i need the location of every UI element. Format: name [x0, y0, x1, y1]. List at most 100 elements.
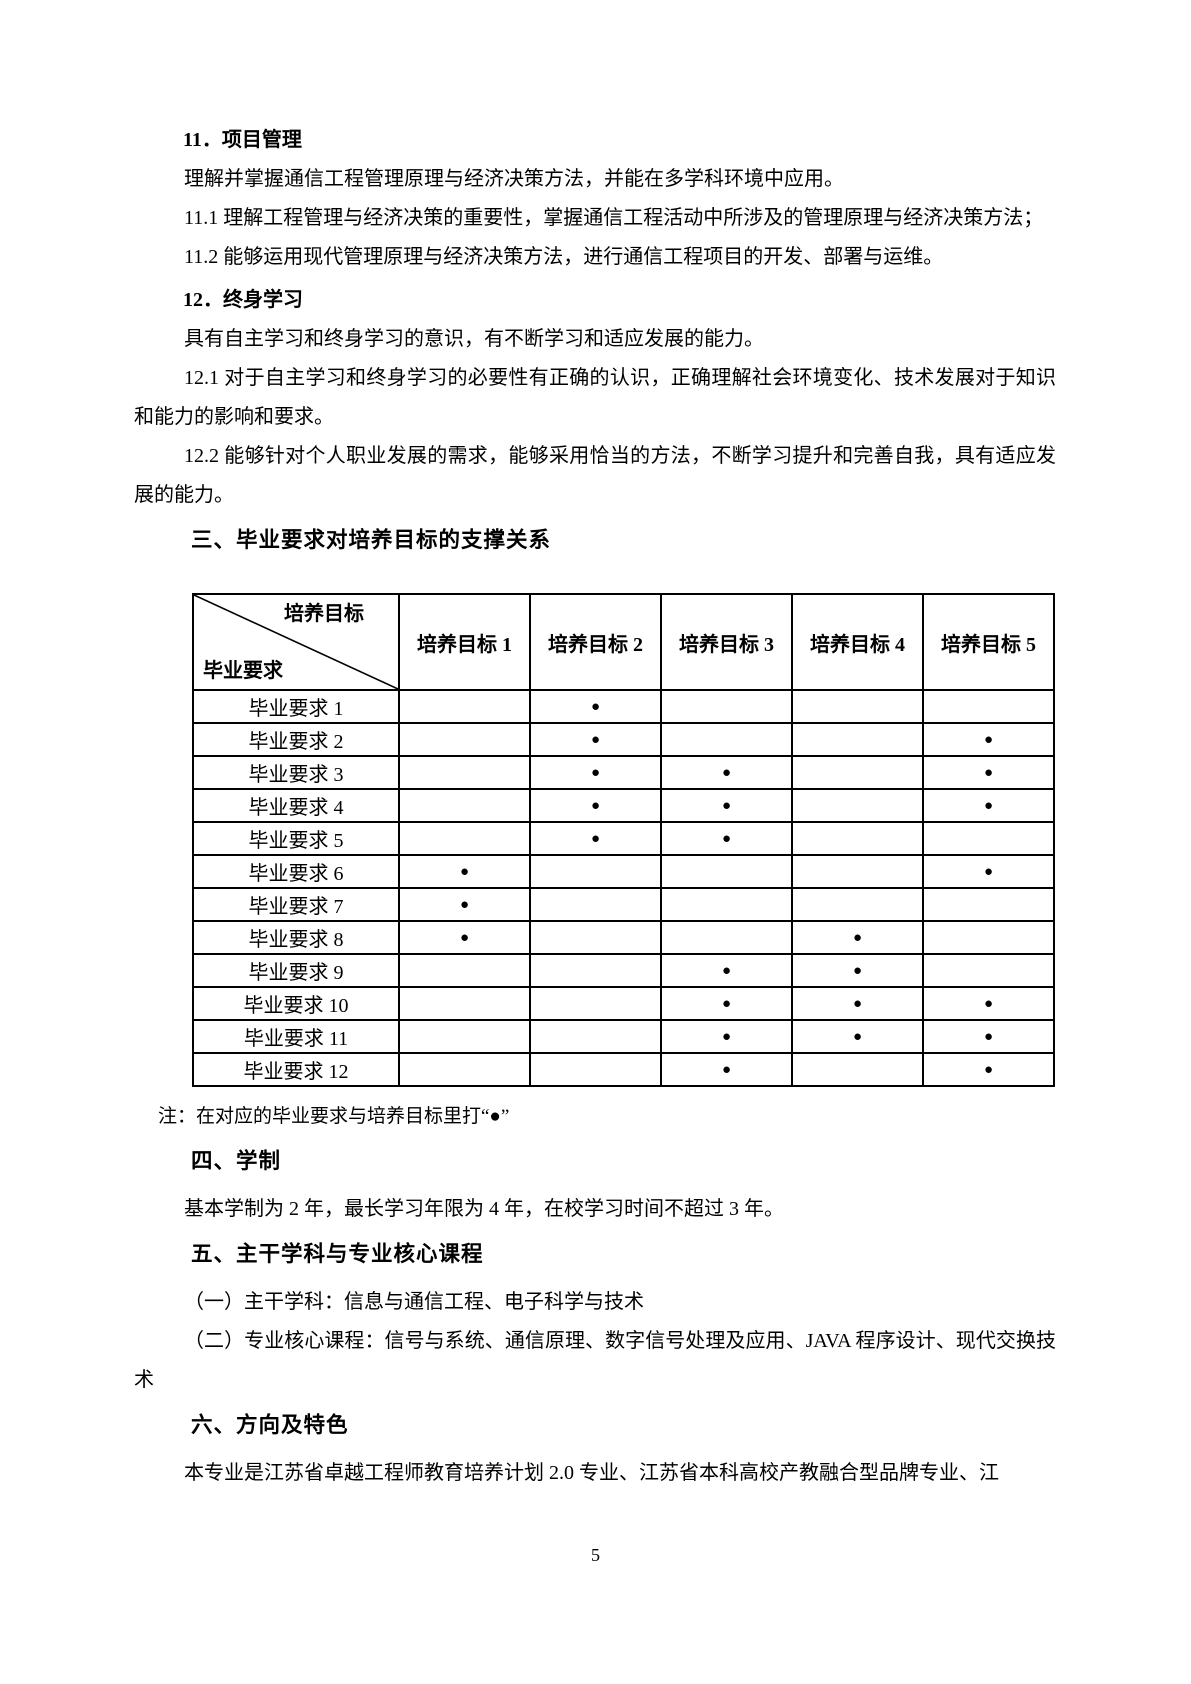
corner-label-objectives: 培养目标: [284, 603, 364, 625]
matrix-cell: [529, 920, 662, 955]
matrix-row: 毕业要求 3 ● ● ●: [192, 755, 1055, 790]
support-dot: ●: [983, 863, 994, 880]
matrix-column-header: 培养目标 2: [529, 593, 662, 691]
matrix-row: 毕业要求 5 ● ●: [192, 821, 1055, 856]
para-direction: 本专业是江苏省卓越工程师教育培养计划 2.0 专业、江苏省本科高校产教融合型品牌…: [184, 1462, 999, 1484]
matrix-cell: [791, 689, 924, 724]
support-dot: ●: [721, 962, 732, 979]
support-dot: ●: [852, 962, 863, 979]
support-dot: ●: [721, 797, 732, 814]
matrix-row: 毕业要求 6 ● ●: [192, 854, 1055, 889]
matrix-cell: [660, 722, 793, 757]
support-dot: ●: [590, 731, 601, 748]
matrix-column-header: 培养目标 3: [660, 593, 793, 691]
support-dot: ●: [721, 1028, 732, 1045]
heading-section-3-support-matrix: 三、毕业要求对培养目标的支撑关系: [191, 528, 552, 552]
matrix-cell: [398, 821, 531, 856]
matrix-cell: ●: [791, 1019, 924, 1054]
heading-11-project-management: 11．项目管理: [183, 129, 302, 151]
matrix-cell: [660, 689, 793, 724]
matrix-row: 毕业要求 8 ● ●: [192, 920, 1055, 955]
matrix-cell: [791, 887, 924, 922]
support-dot: ●: [983, 1061, 994, 1078]
matrix-cell: ●: [922, 722, 1055, 757]
matrix-cell: [922, 689, 1055, 724]
support-matrix-table: 培养目标 毕业要求 培养目标 1 培养目标 2 培养目标 3 培养目标 4 培养目标 5 毕业…: [192, 593, 1055, 1087]
matrix-cell: ●: [398, 854, 531, 889]
matrix-cell: [529, 854, 662, 889]
matrix-cell: ●: [660, 1019, 793, 1054]
para-12-1: 12.1 对于自主学习和终身学习的必要性有正确的认识，正确理解社会环境变化、技术…: [134, 367, 1056, 428]
matrix-row: 毕业要求 1 ●: [192, 689, 1055, 724]
support-dot: ●: [590, 830, 601, 847]
matrix-row: 毕业要求 9 ● ●: [192, 953, 1055, 988]
support-dot: ●: [459, 863, 470, 880]
matrix-column-header: 培养目标 5: [922, 593, 1055, 691]
heading-section-6-direction: 六、方向及特色: [191, 1413, 349, 1437]
matrix-cell: ●: [922, 788, 1055, 823]
support-dot: ●: [983, 764, 994, 781]
matrix-row-label: 毕业要求 8: [192, 920, 400, 955]
heading-section-5-core-courses: 五、主干学科与专业核心课程: [191, 1242, 484, 1266]
matrix-cell: [398, 986, 531, 1021]
para-schooling-length: 基本学制为 2 年，最长学习年限为 4 年，在校学习时间不超过 3 年。: [184, 1198, 784, 1220]
matrix-header-row: 培养目标 毕业要求 培养目标 1 培养目标 2 培养目标 3 培养目标 4 培养目标 5: [192, 593, 1055, 691]
matrix-row-label: 毕业要求 5: [192, 821, 400, 856]
matrix-cell: [398, 722, 531, 757]
matrix-row: 毕业要求 11 ● ● ●: [192, 1019, 1055, 1054]
para-12-intro: 具有自主学习和终身学习的意识，有不断学习和适应发展的能力。: [184, 328, 764, 350]
matrix-row: 毕业要求 2 ● ●: [192, 722, 1055, 757]
matrix-cell: [398, 1052, 531, 1087]
matrix-row-label: 毕业要求 10: [192, 986, 400, 1021]
matrix-cell: [398, 689, 531, 724]
matrix-row-label: 毕业要求 1: [192, 689, 400, 724]
matrix-cell: [398, 1019, 531, 1054]
para-11-intro: 理解并掌握通信工程管理原理与经济决策方法，并能在多学科环境中应用。: [184, 168, 844, 190]
matrix-cell: [529, 953, 662, 988]
matrix-cell: [791, 755, 924, 790]
matrix-cell: ●: [660, 755, 793, 790]
page-number: 5: [591, 1545, 600, 1565]
matrix-cell: ●: [398, 887, 531, 922]
matrix-cell: ●: [529, 755, 662, 790]
matrix-cell: ●: [529, 821, 662, 856]
support-dot: ●: [983, 731, 994, 748]
matrix-cell: [660, 854, 793, 889]
matrix-cell: [922, 887, 1055, 922]
heading-12-lifelong-learning: 12．终身学习: [183, 289, 303, 311]
matrix-cell: [922, 920, 1055, 955]
matrix-cell: ●: [398, 920, 531, 955]
matrix-cell: ●: [791, 953, 924, 988]
para-core-courses: （二）专业核心课程：信号与系统、通信原理、数字信号处理及应用、JAVA 程序设计…: [134, 1330, 1056, 1391]
matrix-row-label: 毕业要求 7: [192, 887, 400, 922]
support-dot: ●: [721, 1061, 732, 1078]
support-dot: ●: [852, 929, 863, 946]
support-dot: ●: [721, 764, 732, 781]
matrix-row-label: 毕业要求 12: [192, 1052, 400, 1087]
matrix-cell: [922, 821, 1055, 856]
support-dot: ●: [983, 797, 994, 814]
matrix-row-label: 毕业要求 9: [192, 953, 400, 988]
matrix-cell: [791, 821, 924, 856]
support-dot: ●: [590, 698, 601, 715]
matrix-cell: ●: [660, 953, 793, 988]
matrix-cell: ●: [922, 1052, 1055, 1087]
matrix-column-header: 培养目标 1: [398, 593, 531, 691]
matrix-cell: [529, 1019, 662, 1054]
matrix-cell: ●: [922, 986, 1055, 1021]
matrix-cell: ●: [791, 986, 924, 1021]
matrix-cell: ●: [922, 854, 1055, 889]
matrix-cell: [529, 986, 662, 1021]
matrix-cell: [791, 1052, 924, 1087]
matrix-cell: [529, 1052, 662, 1087]
support-dot: ●: [852, 1028, 863, 1045]
matrix-row-label: 毕业要求 4: [192, 788, 400, 823]
support-dot: ●: [590, 764, 601, 781]
matrix-row-label: 毕业要求 3: [192, 755, 400, 790]
matrix-cell: ●: [791, 920, 924, 955]
para-11-1: 11.1 理解工程管理与经济决策的重要性，掌握通信工程活动中所涉及的管理原理与经…: [184, 207, 1044, 229]
para-main-disciplines: （一）主干学科：信息与通信工程、电子科学与技术: [184, 1291, 644, 1313]
matrix-row: 毕业要求 4 ● ● ●: [192, 788, 1055, 823]
matrix-cell: ●: [922, 1019, 1055, 1054]
heading-section-4-schooling-length: 四、学制: [191, 1149, 282, 1173]
